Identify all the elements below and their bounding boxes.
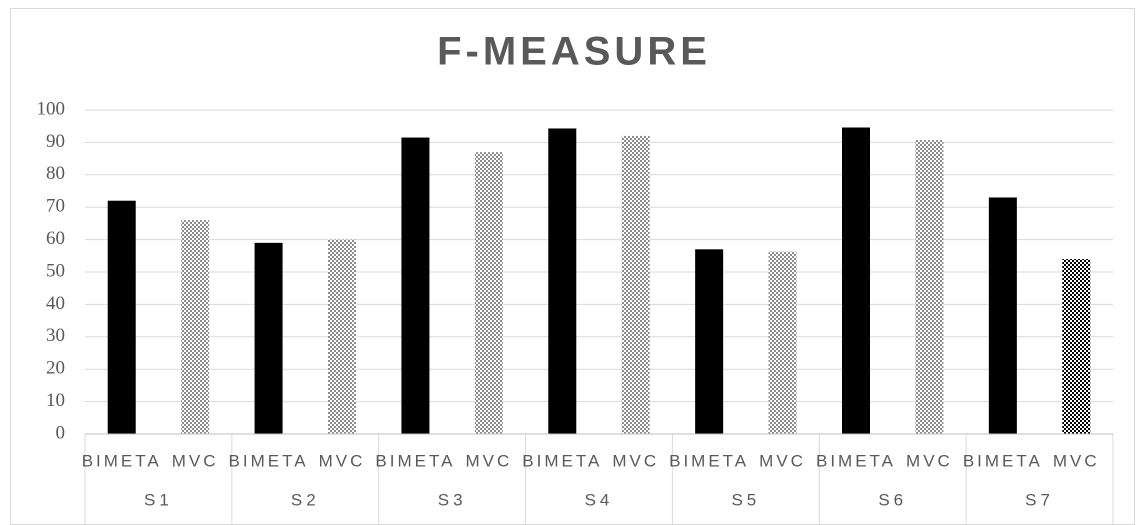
bar	[474, 152, 503, 434]
x-tick-label: MVC	[612, 451, 659, 470]
group-label: S1	[144, 490, 173, 509]
bar	[768, 251, 797, 434]
group-label: S7	[1025, 490, 1054, 509]
x-tick-label: MVC	[465, 451, 512, 470]
x-tick-label: BIMETA	[669, 451, 749, 470]
x-tick-label: BIMETA	[816, 451, 896, 470]
bar	[988, 197, 1017, 434]
x-tick-label: BIMETA	[375, 451, 455, 470]
y-tick-label: 40	[46, 293, 65, 314]
y-tick-label: 50	[46, 260, 65, 281]
x-tick-label: BIMETA	[963, 451, 1043, 470]
group-label: S4	[585, 490, 614, 509]
bar	[695, 249, 724, 434]
bar	[621, 135, 650, 435]
x-tick-label: MVC	[906, 451, 953, 470]
group-label: S2	[291, 490, 320, 509]
y-tick-label: 0	[56, 422, 66, 443]
y-tick-label: 30	[46, 325, 65, 346]
bar	[401, 137, 430, 435]
y-tick-label: 10	[46, 390, 65, 411]
bar	[254, 242, 283, 434]
y-tick-label: 100	[37, 98, 66, 119]
y-tick-label: 20	[46, 358, 65, 379]
x-tick-label: MVC	[759, 451, 806, 470]
bar	[842, 127, 870, 434]
bar	[107, 200, 136, 434]
group-label: S3	[438, 490, 467, 509]
bar	[1062, 259, 1091, 434]
bar	[181, 220, 210, 434]
x-tick-label: BIMETA	[82, 451, 162, 470]
bar	[548, 128, 577, 434]
y-tick-label: 90	[46, 131, 65, 152]
chart-title: F-MEASURE	[437, 30, 711, 74]
x-tick-label: MVC	[172, 451, 219, 470]
x-tick-label: BIMETA	[229, 451, 309, 470]
x-tick-label: BIMETA	[522, 451, 602, 470]
bar	[328, 239, 356, 434]
x-tick-label: MVC	[1053, 451, 1100, 470]
group-label: S5	[731, 490, 760, 509]
bar	[915, 140, 944, 434]
group-label: S6	[878, 490, 907, 509]
y-tick-label: 70	[46, 196, 65, 217]
y-tick-label: 80	[46, 163, 65, 184]
x-tick-label: MVC	[319, 451, 366, 470]
y-tick-label: 60	[46, 228, 65, 249]
